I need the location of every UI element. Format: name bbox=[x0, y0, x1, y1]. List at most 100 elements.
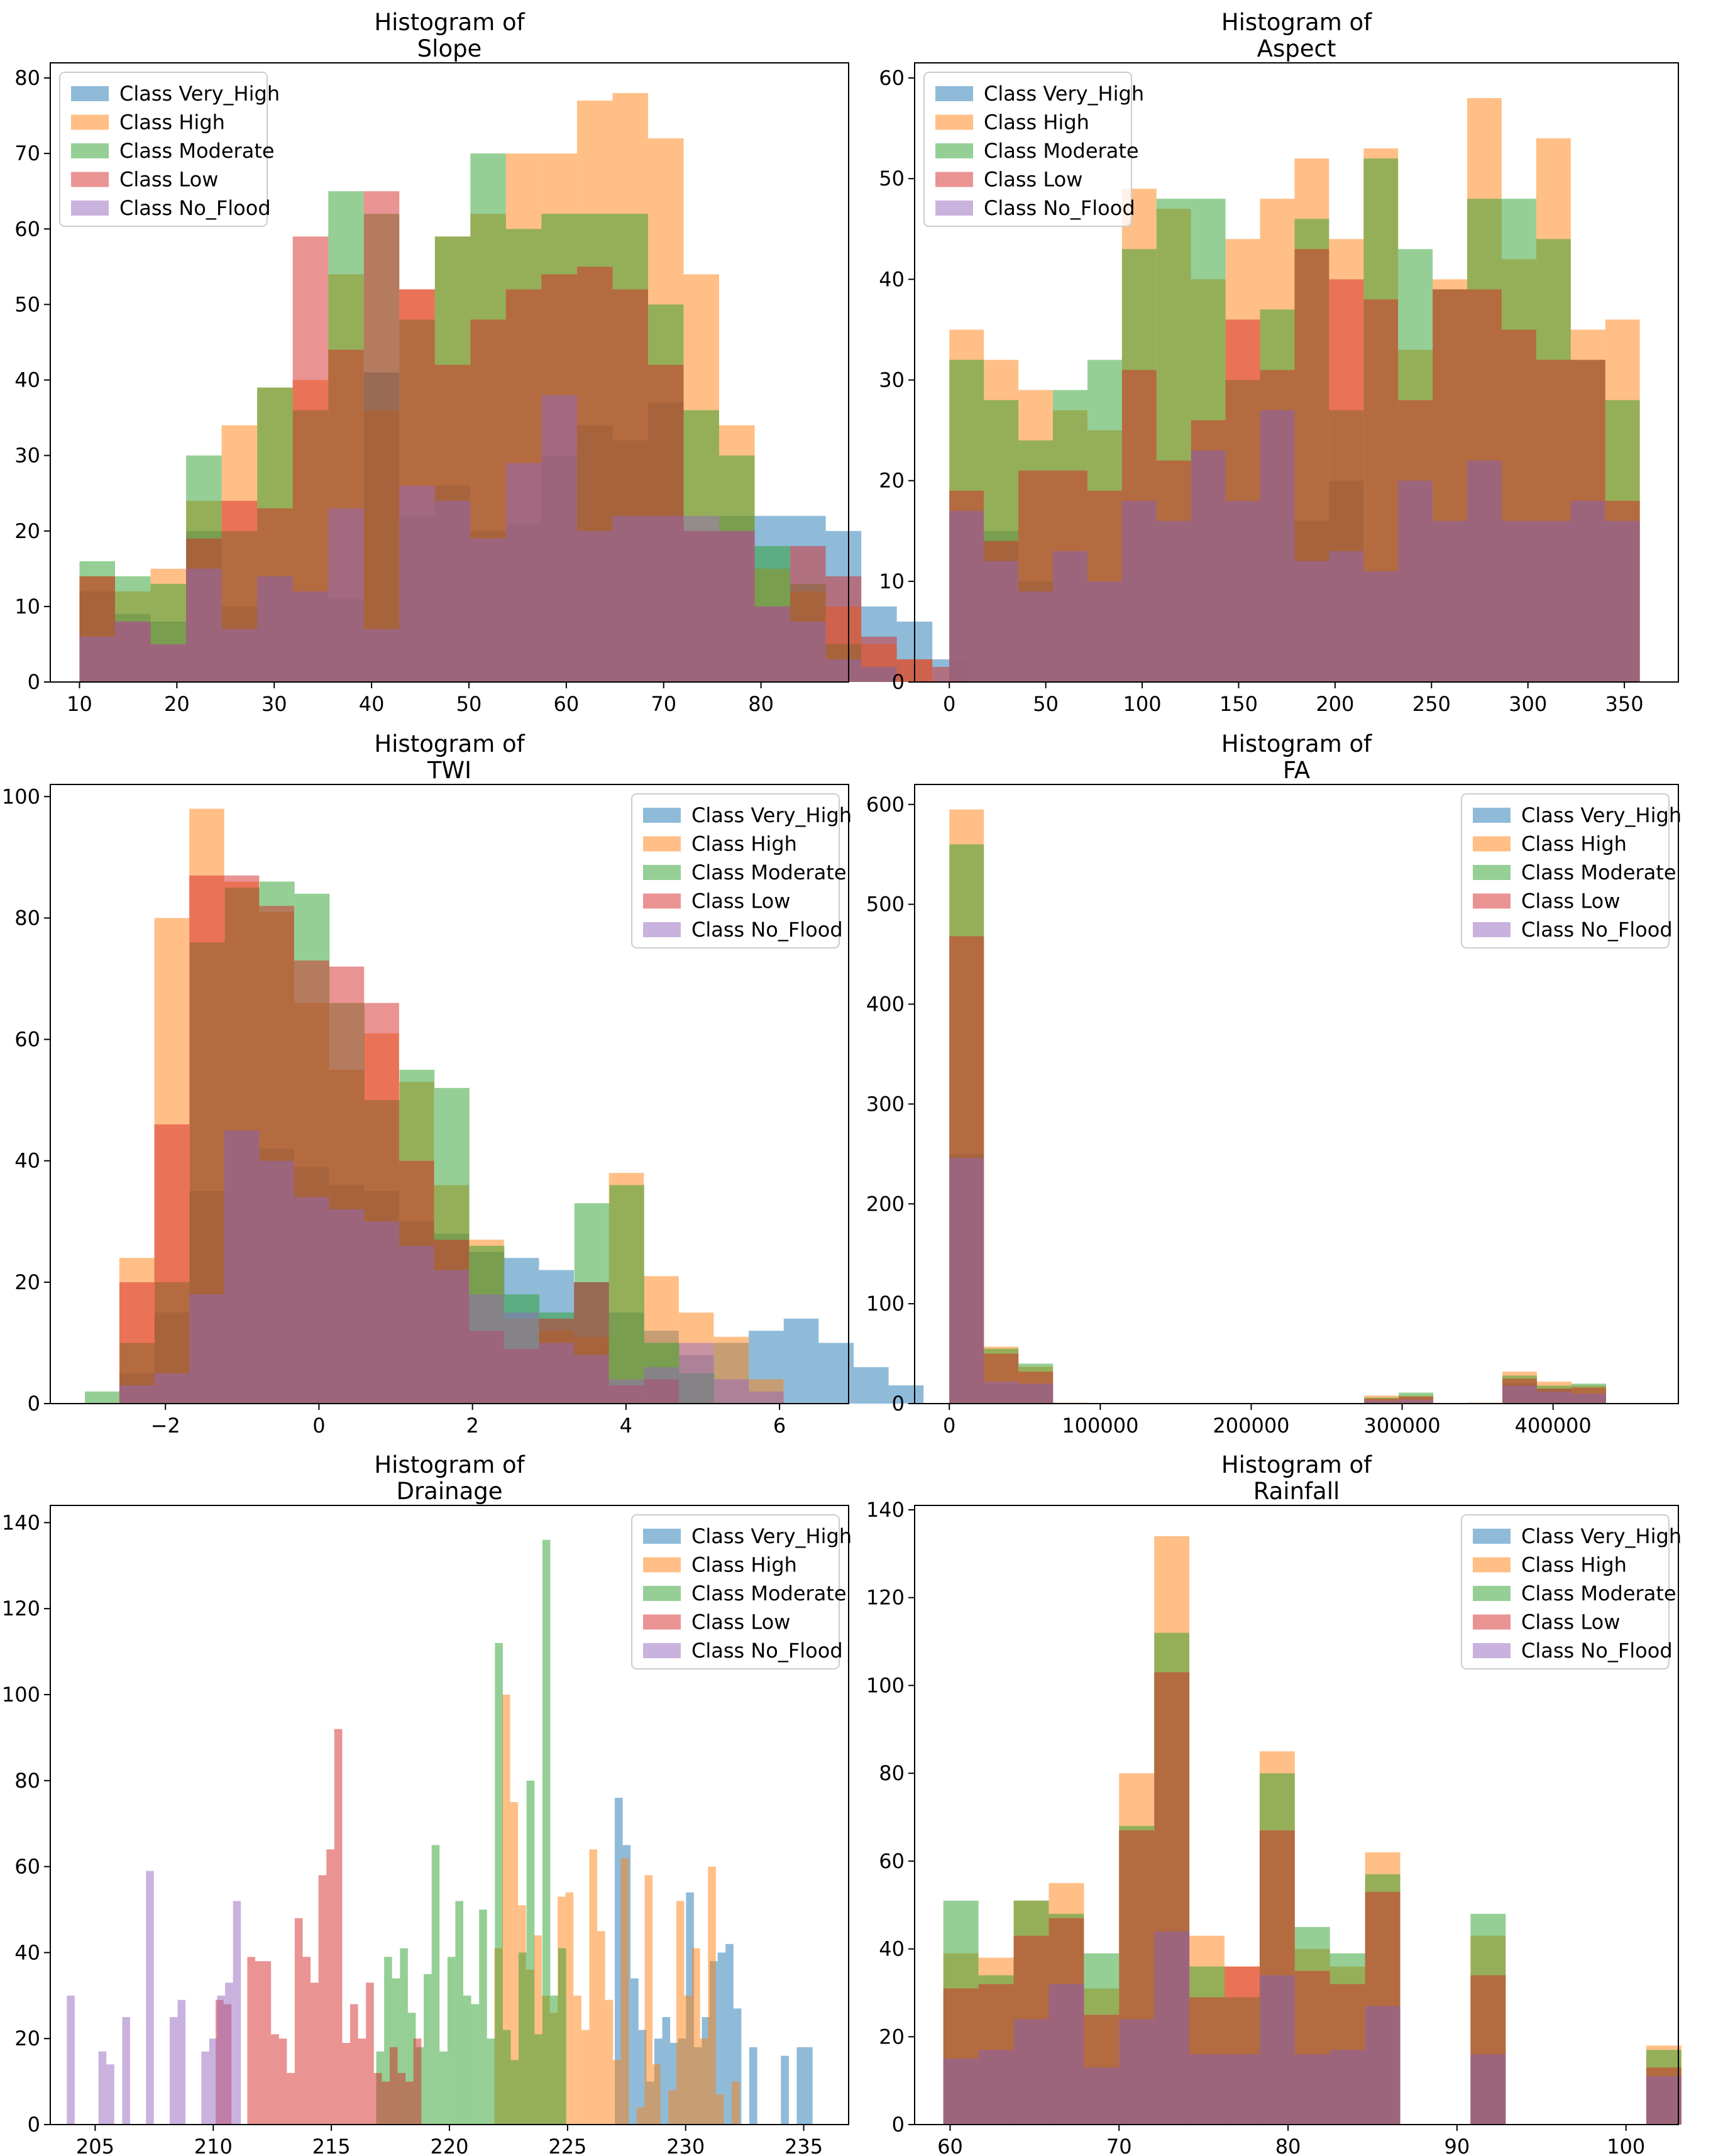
bar-class-moderate-21 bbox=[542, 1539, 551, 2125]
x-tick-label: 235 bbox=[784, 2135, 823, 2156]
bar-class-low-19 bbox=[366, 1983, 374, 2125]
bar-class-no-flood-19 bbox=[1605, 520, 1640, 682]
legend-swatch bbox=[935, 143, 973, 158]
bar-class-no-flood-1 bbox=[154, 1373, 190, 1404]
bar-class-high-30 bbox=[732, 2081, 740, 2125]
bar-class-high-15 bbox=[613, 2060, 621, 2125]
bar-class-no-flood-2 bbox=[189, 1294, 224, 1404]
bar-class-high-11 bbox=[581, 2030, 590, 2125]
x-tick-label: 205 bbox=[76, 2135, 114, 2156]
bar-class-low-8 bbox=[363, 191, 400, 683]
bar-class-high-2 bbox=[510, 1801, 519, 2125]
y-tick-label: 60 bbox=[14, 1855, 40, 1879]
bar-class-no-flood-1 bbox=[978, 2050, 1014, 2125]
legend-swatch bbox=[71, 114, 109, 130]
bar-class-high-9 bbox=[565, 1892, 574, 2125]
bar-class-no-flood-16 bbox=[1501, 520, 1536, 682]
bar-class-no-flood-13 bbox=[574, 1355, 609, 1404]
x-tick-label: 2 bbox=[466, 1414, 478, 1438]
bars bbox=[949, 98, 1640, 683]
bar-class-high-27 bbox=[708, 1866, 716, 2125]
bar-class-moderate-15 bbox=[609, 1185, 644, 1404]
bar-class-high-23 bbox=[676, 1901, 685, 2125]
bar-class-no-flood-5 bbox=[1119, 2019, 1155, 2125]
legend-swatch bbox=[643, 893, 681, 909]
bar-class-high-25 bbox=[692, 1948, 700, 2125]
legend-box bbox=[631, 793, 840, 949]
legend-swatch bbox=[935, 201, 973, 216]
bar-class-no-flood-12 bbox=[505, 463, 542, 682]
bar-class-no-flood-17 bbox=[201, 2051, 209, 2125]
bar-class-no-flood-4 bbox=[1084, 2067, 1120, 2125]
legend-swatch bbox=[1473, 893, 1511, 909]
bar-class-moderate-22 bbox=[550, 1995, 559, 2125]
bar-class-no-flood-16 bbox=[647, 515, 684, 682]
legend-label: Class Very_High bbox=[119, 82, 280, 106]
bar-class-very-high-22 bbox=[888, 1385, 924, 1404]
bar-class-low-8 bbox=[278, 2038, 287, 2125]
chart-title-line2: Rainfall bbox=[1253, 1478, 1340, 1505]
bar-class-moderate-6 bbox=[424, 1974, 432, 2125]
bar-class-no-flood-6 bbox=[329, 1209, 365, 1404]
x-tick-label: 215 bbox=[312, 2135, 351, 2156]
axes-frame bbox=[914, 1505, 1679, 2125]
bar-class-no-flood-17 bbox=[1537, 1391, 1572, 1404]
bar-class-high-10 bbox=[573, 1995, 581, 2125]
y-tick-label: 40 bbox=[14, 1940, 40, 1964]
y-tick-label: 0 bbox=[892, 670, 905, 694]
legend-swatch bbox=[1473, 1529, 1511, 1544]
legend-swatch bbox=[643, 1643, 681, 1658]
y-tick-label: 50 bbox=[14, 292, 40, 316]
legend-swatch bbox=[71, 172, 109, 187]
bar-class-high-18 bbox=[636, 2107, 645, 2125]
bar-class-no-flood-7 bbox=[364, 1221, 399, 1404]
x-tick-label: 0 bbox=[943, 692, 955, 716]
x-tick-label: 100 bbox=[1607, 2135, 1645, 2156]
axes-frame bbox=[914, 62, 1679, 683]
y-tick-label: 40 bbox=[14, 1149, 40, 1173]
legend-label: Class Moderate bbox=[119, 139, 275, 163]
x-tick-label: 10 bbox=[67, 692, 92, 716]
legend: Class Very_High Class High Class Moderate C… bbox=[631, 793, 852, 949]
legend-swatch bbox=[71, 143, 109, 158]
bar-class-no-flood-7 bbox=[1191, 450, 1226, 682]
legend-label: Class Low bbox=[1521, 1610, 1620, 1634]
bar-class-high-28 bbox=[715, 2094, 724, 2125]
bar-class-low-20 bbox=[373, 2072, 382, 2125]
bar-class-low-13 bbox=[318, 1875, 327, 2125]
bar-class-no-flood-15 bbox=[644, 1367, 679, 1404]
bar-class-no-flood-22 bbox=[861, 666, 897, 682]
bar-class-low-25 bbox=[413, 2038, 422, 2125]
bar-class-low-24 bbox=[405, 2081, 414, 2125]
legend-label: Class High bbox=[691, 832, 797, 856]
bar-class-no-flood-11 bbox=[504, 1312, 539, 1404]
bar-class-no-flood-7 bbox=[328, 508, 364, 682]
y-tick-label: 60 bbox=[879, 66, 905, 90]
legend-swatch bbox=[71, 86, 109, 101]
bar-class-no-flood-2 bbox=[1018, 1383, 1054, 1404]
bar-class-high-26 bbox=[700, 2038, 708, 2125]
bars bbox=[67, 1539, 813, 2125]
bar-class-no-flood-5 bbox=[257, 576, 293, 682]
legend-label: Class Moderate bbox=[984, 139, 1139, 163]
legend: Class Very_High Class High Class Moderate C… bbox=[1461, 1514, 1682, 1669]
y-tick-label: 300 bbox=[866, 1092, 905, 1116]
bar-class-no-flood-16 bbox=[678, 1343, 714, 1404]
bar-class-low-0 bbox=[119, 1282, 155, 1404]
x-tick-label: 60 bbox=[553, 692, 579, 716]
y-tick-label: 40 bbox=[879, 1937, 905, 1961]
legend-swatch bbox=[1473, 1586, 1511, 1601]
bar-class-no-flood-11 bbox=[470, 538, 506, 682]
bar-class-no-flood-21 bbox=[233, 1901, 241, 2125]
bar-class-moderate-15 bbox=[495, 1642, 503, 2125]
bar-class-no-flood-18 bbox=[749, 1391, 784, 1404]
legend-label: Class High bbox=[984, 111, 1089, 135]
y-tick-label: 120 bbox=[2, 1597, 40, 1620]
x-tick-label: 60 bbox=[937, 2135, 963, 2156]
y-tick-label: 0 bbox=[892, 1392, 905, 1416]
bar-class-no-flood-10 bbox=[434, 500, 471, 682]
legend-label: Class Moderate bbox=[691, 1581, 847, 1605]
bar-class-low-15 bbox=[334, 1729, 343, 2125]
